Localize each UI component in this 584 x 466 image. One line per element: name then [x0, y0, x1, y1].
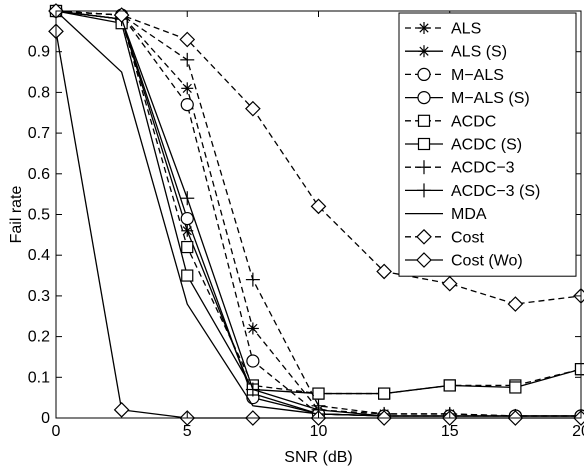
- legend-marker: [417, 114, 431, 127]
- legend-label: M−ALS: [451, 67, 504, 84]
- legend-item-cost-wo: Cost (Wo): [405, 252, 523, 270]
- legend-item-als: ALS: [405, 21, 481, 38]
- legend-marker: [417, 90, 431, 105]
- legend-marker: [418, 22, 430, 34]
- legend-label: ACDC: [451, 113, 496, 130]
- y-tick-label: 0.4: [28, 247, 50, 264]
- legend-label: Cost (Wo): [451, 253, 523, 270]
- point-als: [246, 322, 259, 335]
- point-acdc-3-s: [245, 382, 260, 397]
- legend-label: MDA: [451, 206, 487, 223]
- y-axis: 0 0.1 0.2 0.3 0.4 0.5 0.6 0.7 0.8 0.9: [28, 44, 581, 427]
- legend: ALS ALS (S) M−ALS M−ALS (S) ACDC ACDC (S) ACDC…: [398, 12, 577, 277]
- legend-label: ALS (S): [451, 44, 507, 61]
- x-tick-label: 5: [183, 423, 192, 440]
- y-tick-label: 0.5: [28, 207, 50, 224]
- legend-marker: [417, 137, 431, 151]
- point-cost: [507, 296, 524, 312]
- legend-label: ALS: [451, 21, 481, 38]
- point-acdc-3: [180, 52, 195, 67]
- legend-item-als-s: ALS (S): [405, 44, 507, 61]
- x-axis-label: SNR (dB): [284, 449, 352, 466]
- point-acdc-3-s: [180, 191, 195, 206]
- y-tick-label: 0.7: [28, 125, 50, 142]
- point-cost: [179, 31, 196, 48]
- legend-label: Cost: [451, 229, 484, 246]
- legend-marker: [416, 228, 432, 245]
- legend-item-m-als-s: M−ALS (S): [405, 90, 530, 107]
- y-tick-label: 0: [41, 410, 50, 427]
- x-axis: 0 5 10 15 20: [52, 11, 584, 440]
- point-cost: [310, 198, 327, 215]
- legend-marker: [417, 67, 431, 82]
- point-cost: [245, 100, 261, 117]
- point-m-als: [246, 354, 260, 368]
- series-line-acdc-3: [55, 10, 581, 417]
- legend-marker: [416, 252, 432, 268]
- point-acdc-s: [378, 387, 391, 400]
- legend-item-acdc-s: ACDC (S): [405, 137, 522, 154]
- series-line-cost: [55, 10, 582, 305]
- y-tick-label: 0.9: [28, 44, 50, 61]
- legend-label: ACDC (S): [451, 137, 522, 154]
- legend-item-acdc-3-s: ACDC−3 (S): [405, 183, 540, 200]
- point-acdc-s: [509, 381, 522, 394]
- point-acdc-3: [245, 272, 260, 287]
- y-tick-label: 0.3: [28, 288, 50, 305]
- point-cost: [376, 263, 392, 280]
- x-tick-label: 0: [52, 423, 61, 440]
- legend-marker: [417, 160, 431, 175]
- point-als: [181, 82, 194, 95]
- y-tick-label: 0.2: [28, 329, 50, 346]
- legend-marker: [418, 45, 430, 58]
- legend-item-cost: Cost: [405, 228, 484, 246]
- legend-item-m-als: M−ALS: [405, 67, 504, 84]
- point-acdc-s: [574, 363, 584, 376]
- point-acdc-s: [312, 387, 325, 400]
- point-m-als-s: [180, 211, 194, 226]
- x-tick-label: 10: [310, 423, 328, 440]
- legend-label: ACDC−3 (S): [451, 183, 540, 200]
- point-acdc: [181, 240, 194, 254]
- legend-item-acdc-3: ACDC−3: [405, 160, 515, 177]
- legend-label: ACDC−3: [451, 160, 515, 177]
- legend-item-acdc: ACDC: [405, 113, 496, 130]
- legend-marker: [417, 183, 431, 198]
- y-axis-label: Fail rate: [8, 186, 25, 244]
- x-tick-label: 15: [441, 423, 459, 440]
- y-tick-label: 0.6: [28, 166, 50, 183]
- point-m-als: [180, 98, 194, 112]
- point-acdc-s: [181, 269, 194, 282]
- legend-label: M−ALS (S): [451, 90, 530, 107]
- x-tick-label: 20: [572, 423, 584, 440]
- y-tick-label: 0.8: [28, 84, 50, 101]
- legend-item-mda: MDA: [405, 206, 487, 223]
- point-cost-wo: [113, 402, 130, 418]
- point-acdc-s: [443, 379, 456, 392]
- y-tick-label: 0.1: [28, 369, 50, 386]
- point-cost: [441, 275, 458, 292]
- point-cost: [113, 7, 130, 23]
